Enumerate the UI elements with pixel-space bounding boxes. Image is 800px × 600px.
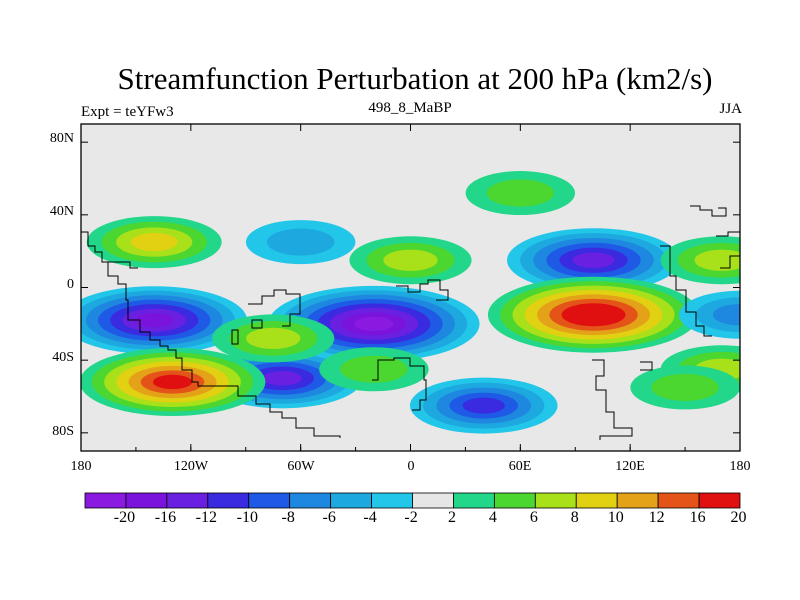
colorbar-label: -4 — [363, 509, 377, 526]
axis-ticks — [80, 124, 741, 451]
colorbar-label: 8 — [570, 509, 579, 526]
lon-tick-label: 180 — [729, 459, 751, 474]
colorbar-box — [453, 492, 495, 509]
contour-band — [130, 233, 178, 252]
contour-band — [340, 355, 408, 383]
colorbar-label: 4 — [488, 509, 497, 526]
anomaly-center — [630, 365, 740, 410]
anomaly-center — [349, 236, 472, 285]
contour-band — [266, 228, 335, 256]
anomaly-center — [678, 290, 740, 339]
lat-tick-label: 40S — [52, 350, 74, 365]
colorbar-label: 16 — [689, 509, 706, 526]
lon-tick-label: 60W — [287, 459, 315, 474]
colorbar-box — [248, 492, 291, 509]
contour-field — [81, 171, 740, 434]
colorbar-box — [207, 492, 250, 509]
colorbar-label: 2 — [447, 509, 456, 526]
lat-tick-label: 0 — [67, 277, 74, 292]
colorbar-box — [412, 492, 454, 509]
lon-tick-label: 120E — [615, 459, 645, 474]
anomaly-center — [487, 276, 700, 353]
contour-band — [354, 316, 394, 331]
lon-tick-label: 180 — [70, 459, 92, 474]
contour-band — [694, 249, 740, 271]
colorbar-label: -20 — [113, 509, 136, 526]
colorbar-box — [493, 492, 536, 509]
colorbar-label: 6 — [529, 509, 538, 526]
colorbar-label: -12 — [195, 509, 217, 526]
lat-tick-label: 80S — [52, 424, 74, 439]
contour-band — [262, 371, 302, 386]
anomaly-center — [268, 285, 480, 362]
contour-band — [486, 179, 555, 207]
anomaly-center — [319, 347, 429, 392]
colorbar-box — [534, 492, 577, 509]
case-label: 498_8_MaBP — [368, 100, 452, 116]
colorbar-box — [657, 492, 700, 509]
contour-band — [462, 397, 505, 414]
anomaly-center — [212, 314, 335, 363]
colorbar-box — [166, 492, 209, 509]
contour-band — [572, 252, 615, 269]
colorbar-box — [616, 492, 659, 509]
lat-tick-label: 80N — [49, 131, 74, 146]
coastlines — [81, 205, 740, 440]
contour-band — [383, 249, 438, 271]
contour-band — [573, 307, 614, 322]
colorbar-box — [371, 492, 413, 509]
colorbar-label: 20 — [730, 509, 747, 526]
anomaly-center — [660, 236, 740, 285]
anomaly-center — [409, 377, 558, 434]
colorbar-box — [330, 492, 372, 509]
contour-band — [246, 327, 301, 350]
colorbar-box — [84, 492, 127, 509]
colorbar-label: 12 — [648, 509, 665, 526]
map-title: Streamfunction Perturbation at 200 hPa (… — [117, 61, 713, 96]
anomaly-center — [86, 216, 222, 269]
experiment-label: Expt = teYFw3 — [81, 104, 174, 120]
contour-band — [712, 304, 740, 326]
colorbar-box — [125, 492, 168, 509]
colorbar-label: -16 — [154, 509, 177, 526]
colorbar-label: -6 — [322, 509, 336, 526]
colorbar-box — [698, 492, 741, 509]
anomaly-center — [81, 286, 248, 355]
contour-band — [152, 374, 193, 390]
lat-tick-label: 40N — [49, 204, 74, 219]
colorbar-label: -2 — [404, 509, 418, 526]
colorbar-label: -8 — [281, 509, 295, 526]
anomaly-center — [507, 228, 681, 293]
lon-tick-label: 0 — [407, 459, 415, 474]
colorbar-label: -10 — [236, 509, 258, 526]
colorbar-box — [289, 492, 332, 509]
contour-band — [651, 373, 719, 401]
contour-band — [134, 313, 174, 328]
colorbar — [84, 492, 741, 509]
lon-tick-label: 60E — [508, 459, 532, 474]
anomaly-center — [245, 220, 356, 265]
season-label: JJA — [719, 101, 742, 117]
colorbar-box — [575, 492, 618, 509]
anomaly-center — [465, 171, 576, 216]
lon-tick-label: 120W — [173, 459, 209, 474]
anomaly-center — [81, 347, 266, 416]
colorbar-label: 10 — [607, 509, 624, 526]
